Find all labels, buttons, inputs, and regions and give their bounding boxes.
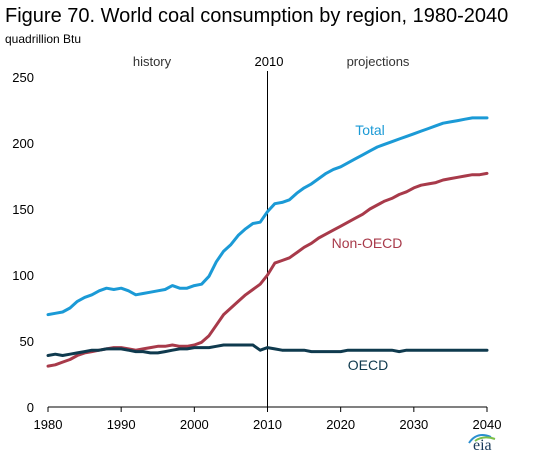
projections-annotation: projections [347, 54, 410, 69]
y-tick-label: 100 [12, 268, 34, 283]
series-line-oecd [46, 343, 489, 357]
x-tick-label: 1980 [34, 417, 63, 432]
y-tick-label: 200 [12, 136, 34, 151]
series-label-total: Total [355, 122, 385, 138]
y-tick-label: 50 [20, 334, 34, 349]
x-tick-label: 2030 [399, 417, 428, 432]
x-tick-label: 2020 [326, 417, 355, 432]
x-tick-label: 1990 [107, 417, 136, 432]
series-line-total [46, 116, 489, 317]
figure-title: Figure 70. World coal consumption by reg… [5, 5, 509, 27]
x-tick-label: 2000 [180, 417, 209, 432]
chart-axes: 1980 1990 2000 2010 2020 2030 2040 0 50 100 150 200… [12, 70, 501, 432]
y-tick-label: 150 [12, 202, 34, 217]
divider-year-annotation: 2010 [255, 54, 284, 69]
eia-logo-mark [468, 434, 496, 444]
eia-logo-text: eia [473, 437, 492, 454]
chart-series [46, 116, 489, 368]
x-tick-label: 2040 [473, 417, 502, 432]
series-label-oecd: OECD [348, 357, 388, 373]
y-tick-label: 250 [12, 70, 34, 85]
y-axis-units: quadrillion Btu [5, 32, 82, 46]
x-tick-label: 2010 [253, 417, 282, 432]
eia-logo: eia [465, 433, 505, 457]
history-annotation: history [133, 54, 172, 69]
series-label-non-oecd: Non-OECD [332, 235, 403, 251]
y-tick-label: 0 [27, 400, 34, 415]
